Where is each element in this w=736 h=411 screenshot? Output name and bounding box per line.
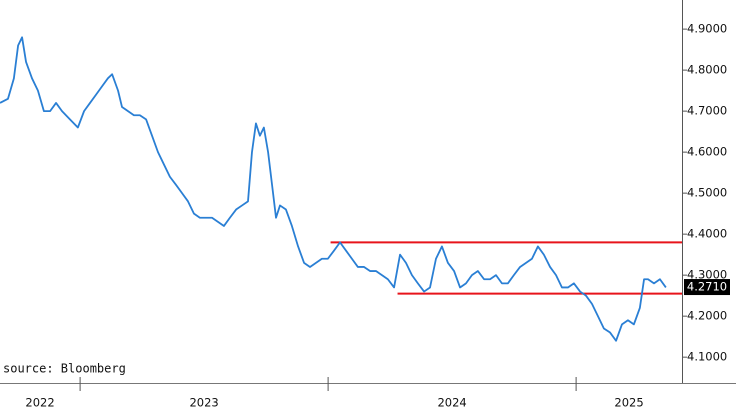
y-tick-label: 4.4000 <box>687 227 727 241</box>
y-tick-label: 4.9000 <box>687 22 727 36</box>
x-year-label: 2024 <box>437 396 466 410</box>
last-value-box <box>684 279 730 296</box>
y-tick-label: 4.6000 <box>687 145 727 159</box>
source-text: source: Bloomberg <box>3 362 126 376</box>
y-tick-label: 4.2000 <box>687 309 727 323</box>
source-bg <box>0 360 140 377</box>
last-value-label: 4.2710 <box>687 280 727 294</box>
y-tick-label: 4.7000 <box>687 104 727 118</box>
x-year-label: 2023 <box>189 396 218 410</box>
y-tick-label: 4.5000 <box>687 186 727 200</box>
y-tick-label: 4.8000 <box>687 63 727 77</box>
y-tick-label: 4.1000 <box>687 350 727 364</box>
y-tick-label: 4.3000 <box>687 268 727 282</box>
x-year-label: 2022 <box>25 396 54 410</box>
price-line <box>0 36 667 342</box>
x-year-label: 2025 <box>614 396 643 410</box>
